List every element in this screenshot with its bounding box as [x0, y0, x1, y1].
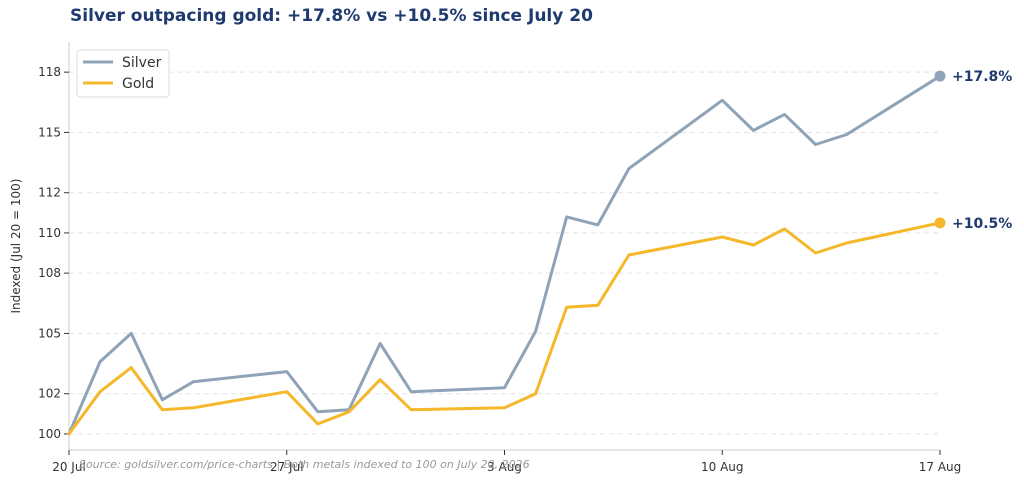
- y-tick-label: 105: [38, 326, 61, 340]
- y-tick-label: 110: [38, 226, 61, 240]
- source-note: Source: goldsilver.com/price-charts | Bo…: [79, 458, 530, 471]
- y-tick-label: 108: [38, 266, 61, 280]
- chart-title: Silver outpacing gold: +17.8% vs +10.5% …: [70, 6, 593, 26]
- x-tick-label: 27 Jul: [270, 460, 304, 474]
- end-point-silver: [934, 70, 946, 82]
- y-tick-label: 102: [38, 387, 61, 401]
- end-label-gold: +10.5%: [952, 216, 1012, 232]
- x-tick-label: 17 Aug: [919, 460, 962, 474]
- end-label-silver: +17.8%: [952, 69, 1012, 85]
- end-point-gold: [934, 217, 946, 229]
- x-tick-label: 3 Aug: [487, 460, 522, 474]
- y-tick-label: 100: [38, 427, 61, 441]
- grid-lines: [69, 71, 940, 435]
- x-tick-label: 20 Jul: [52, 460, 86, 474]
- y-tick-label: 115: [38, 125, 61, 139]
- legend-label-silver: Silver: [122, 55, 162, 71]
- series-line-gold: [67, 221, 942, 436]
- legend: Silver Gold: [76, 49, 170, 98]
- y-axis-ticks: 100 102 105 108 110 112 115 118: [38, 65, 69, 441]
- x-tick-label: 10 Aug: [701, 460, 744, 474]
- legend-label-gold: Gold: [122, 76, 154, 92]
- y-tick-label: 112: [38, 186, 61, 200]
- x-axis-ticks: 20 Jul 27 Jul 3 Aug 10 Aug 17 Aug: [52, 450, 961, 474]
- y-axis-label: Indexed (Jul 20 = 100): [9, 179, 23, 314]
- series-group: +17.8% +10.5%: [67, 69, 1012, 436]
- y-tick-label: 118: [38, 65, 61, 79]
- series-line-silver: [67, 74, 942, 436]
